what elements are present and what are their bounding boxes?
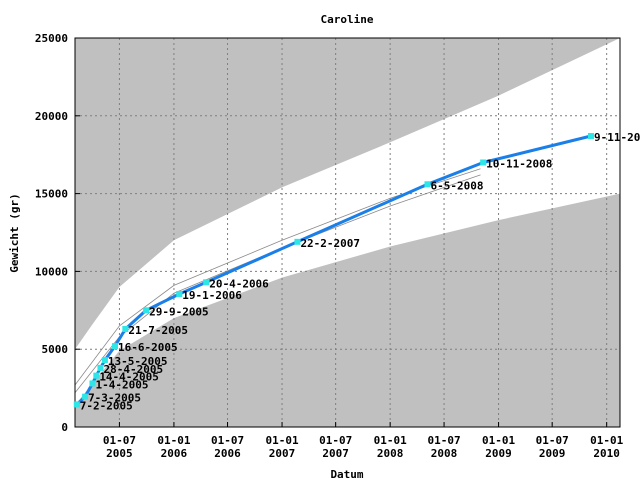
- x-tick-year-label: 2007: [322, 447, 349, 460]
- x-tick-year-label: 2009: [539, 447, 566, 460]
- x-tick-label: 01-07: [103, 434, 136, 447]
- chart-title: Caroline: [321, 13, 374, 26]
- data-point-marker: [424, 181, 431, 188]
- data-point-label: 28-4-2005: [103, 363, 163, 376]
- y-tick-label: 25000: [35, 32, 68, 45]
- reference-band: [75, 38, 620, 406]
- data-point-marker: [122, 325, 129, 332]
- data-point-label: 29-9-2005: [149, 305, 209, 318]
- x-tick-year-label: 2008: [431, 447, 458, 460]
- x-tick-year-label: 2007: [269, 447, 296, 460]
- y-tick-label: 10000: [35, 265, 68, 278]
- y-tick-label: 15000: [35, 188, 68, 201]
- data-point-label: 16-6-2005: [118, 341, 178, 354]
- data-point-label: 14-4-2005: [99, 371, 159, 384]
- y-axis-label: Gewicht (gr): [8, 193, 21, 272]
- data-point-label: 19-1-2006: [182, 289, 242, 302]
- x-tick-label: 01-07: [211, 434, 244, 447]
- y-tick-label: 20000: [35, 110, 68, 123]
- plot-area: 050001000015000200002500001-07200501-012…: [35, 32, 640, 460]
- x-axis-label: Datum: [330, 468, 363, 480]
- x-tick-year-label: 2006: [161, 447, 188, 460]
- data-point-marker: [73, 401, 80, 408]
- data-point-marker: [101, 357, 108, 364]
- data-point-label: 7-3-2005: [88, 392, 141, 405]
- data-point-label: 10-11-2008: [486, 157, 552, 170]
- plot-border: [74, 37, 621, 428]
- x-tick-year-label: 2009: [485, 447, 512, 460]
- data-point-label: 21-7-2005: [128, 324, 188, 337]
- x-tick-label: 01-01: [265, 434, 298, 447]
- x-tick-label: 01-07: [319, 434, 352, 447]
- y-tick-label: 0: [61, 421, 68, 434]
- data-point-marker: [143, 307, 150, 314]
- data-point-marker: [93, 372, 100, 379]
- x-tick-label: 01-01: [590, 434, 623, 447]
- x-tick-label: 01-01: [482, 434, 515, 447]
- data-point-marker: [294, 238, 301, 245]
- data-point-marker: [111, 343, 118, 350]
- data-point-label: 20-4-2006: [209, 277, 269, 290]
- x-tick-label: 01-01: [374, 434, 407, 447]
- x-tick-year-label: 2008: [377, 447, 404, 460]
- x-tick-year-label: 2005: [106, 447, 133, 460]
- data-point-label: 6-5-2008: [430, 179, 483, 192]
- data-point-label: 7-2-2005: [80, 399, 133, 412]
- x-tick-year-label: 2006: [214, 447, 241, 460]
- y-tick-label: 5000: [42, 343, 69, 356]
- data-point-marker: [82, 393, 89, 400]
- data-point-marker: [203, 279, 210, 286]
- data-point-label: 13-5-2005: [108, 355, 168, 368]
- data-point-marker: [587, 133, 594, 140]
- data-point-marker: [97, 364, 104, 371]
- data-point-label: 1-4-2005: [95, 378, 148, 391]
- x-tick-label: 01-01: [157, 434, 190, 447]
- data-point-label: 22-2-2007: [300, 237, 360, 250]
- data-point-marker: [89, 380, 96, 387]
- data-point-marker: [480, 159, 487, 166]
- data-point-marker: [176, 290, 183, 297]
- x-tick-year-label: 2010: [593, 447, 620, 460]
- data-point-label: 9-11-2009: [594, 131, 640, 144]
- x-tick-label: 01-07: [536, 434, 569, 447]
- x-tick-label: 01-07: [427, 434, 460, 447]
